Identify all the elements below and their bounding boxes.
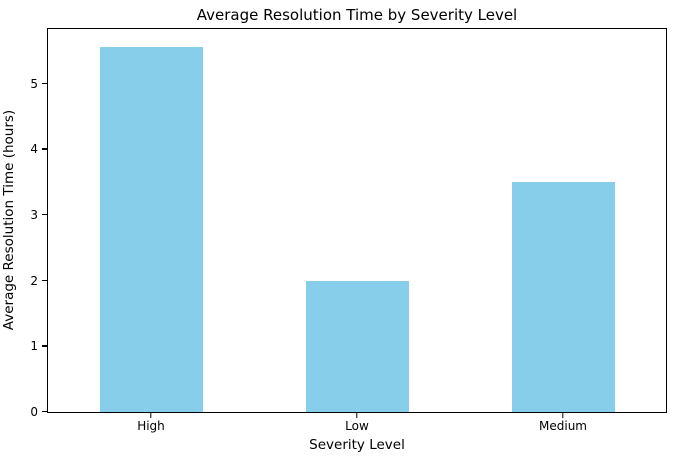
bar-high: [99, 47, 203, 412]
x-tick-label-high: High: [137, 419, 165, 433]
y-tick-mark: [42, 345, 48, 347]
y-tick-label: 2: [30, 273, 38, 288]
y-tick-mark: [42, 279, 48, 282]
y-tick-label: 0: [30, 405, 38, 419]
y-tick-label: 5: [30, 76, 38, 91]
y-tick-label: 3: [30, 207, 38, 222]
y-tick-label: 4: [30, 142, 38, 157]
x-tick-mark: [356, 412, 358, 418]
y-tick-label: 1: [30, 339, 38, 354]
y-tick-mark: [42, 213, 48, 216]
x-tick-label-low: Low: [345, 419, 369, 433]
x-axis-label: Severity Level: [309, 437, 405, 453]
y-tick-mark: [42, 82, 48, 84]
chart-title: Average Resolution Time by Severity Leve…: [196, 6, 518, 24]
x-tick-mark: [562, 412, 564, 418]
bar-low: [305, 280, 409, 412]
y-axis-label: Average Resolution Time (hours): [1, 109, 17, 331]
bar-medium: [511, 182, 615, 412]
y-tick-mark: [42, 148, 48, 150]
y-tick-mark: [42, 411, 48, 413]
x-tick-mark: [150, 412, 152, 418]
plot-area: 0 1 2 3 4 5 High Low Medium: [30, 28, 667, 433]
x-tick-label-medium: Medium: [539, 419, 587, 433]
